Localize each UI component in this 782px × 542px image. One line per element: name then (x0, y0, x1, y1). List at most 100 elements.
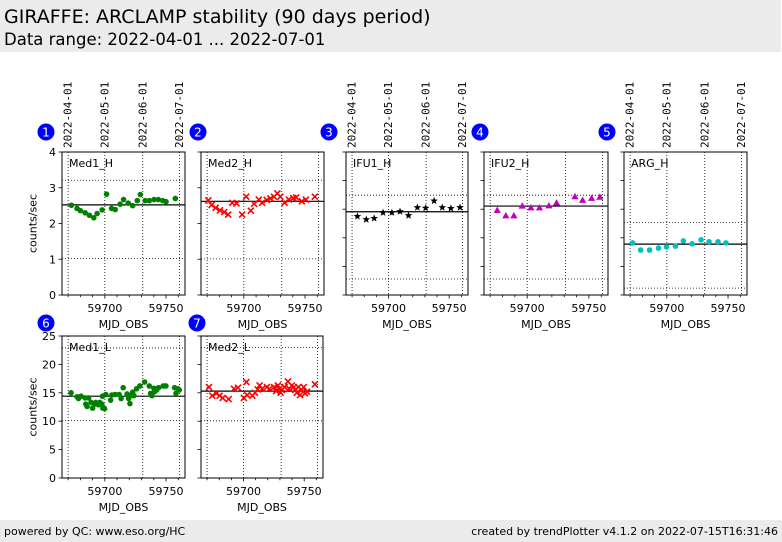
axes-frame (200, 335, 324, 479)
data-point (388, 208, 396, 216)
y-axis-label: counts/sec (27, 377, 40, 436)
data-point (155, 196, 162, 203)
x-tick-label: 59700 (510, 302, 545, 315)
panel-number-badge: 4 (471, 123, 489, 141)
data-point (353, 212, 362, 220)
plot-area (624, 152, 747, 295)
plot-area (62, 336, 185, 478)
data-point (107, 397, 114, 403)
data-point (125, 200, 132, 206)
data-point (120, 196, 127, 203)
y-tick-label: 25 (42, 330, 56, 343)
x-tick-label: 59700 (226, 485, 261, 498)
badge-circle-icon (471, 123, 489, 141)
axes-frame (623, 151, 748, 296)
data-point (370, 214, 378, 222)
x-axis-label: MJD_OBS (237, 501, 287, 514)
data-point (303, 388, 311, 396)
y-tick-label: 3 (49, 182, 56, 195)
plot-area (201, 336, 323, 478)
panel-title: Med1_H (69, 157, 113, 170)
data-point (68, 390, 74, 396)
data-point (258, 199, 266, 207)
y-tick-label: 2 (49, 218, 56, 231)
badge-number: 1 (42, 125, 50, 139)
data-point (224, 210, 232, 219)
date-tick-label: 2022-05-01 (98, 82, 111, 148)
date-tick-label: 2022-06-01 (420, 82, 433, 148)
badge-number: 2 (194, 125, 202, 139)
data-point (493, 206, 501, 213)
data-point (129, 202, 136, 209)
date-tick-label: 2022-04-01 (346, 82, 359, 148)
x-axis-label: MJD_OBS (661, 318, 711, 331)
badge-number: 7 (193, 316, 201, 330)
data-point (266, 194, 274, 203)
x-tick-label: 59700 (649, 302, 684, 315)
axes-frame (345, 151, 469, 296)
data-point (86, 212, 93, 219)
data-point (216, 206, 224, 214)
date-tick-label: 2022-05-01 (382, 82, 395, 148)
date-tick-label: 2022-06-01 (136, 82, 149, 148)
data-point (117, 201, 123, 207)
date-tick-label: 2022-04-01 (624, 82, 637, 148)
axes-frame (483, 151, 609, 296)
data-point (578, 196, 587, 203)
data-point (146, 197, 153, 204)
y-tick-label: 0 (49, 472, 56, 485)
data-point (225, 395, 233, 403)
data-point (571, 192, 579, 200)
data-point (77, 207, 84, 214)
data-point (270, 383, 278, 391)
x-tick-label: 59700 (87, 302, 122, 315)
data-point (552, 199, 561, 206)
x-tick-label: 59750 (149, 485, 184, 498)
data-point (208, 201, 216, 209)
data-point (637, 247, 644, 253)
data-point (292, 193, 300, 201)
badge-number: 6 (42, 316, 50, 330)
data-point (596, 193, 604, 200)
data-point (430, 196, 438, 205)
data-point (447, 204, 455, 212)
data-point (68, 202, 75, 209)
data-point (137, 191, 144, 198)
data-point (535, 203, 544, 211)
x-tick-label: 59750 (571, 302, 606, 315)
data-point (219, 394, 227, 402)
data-point (101, 405, 108, 412)
panel-number-badge: 3 (320, 123, 338, 141)
x-axis-label: MJD_OBS (382, 318, 432, 331)
data-point (276, 193, 284, 201)
data-point (84, 403, 90, 410)
data-range-subtitle: Data range: 2022-04-01 ... 2022-07-01 (4, 30, 326, 49)
data-point (655, 245, 662, 251)
data-point (502, 211, 510, 219)
data-point (208, 392, 216, 400)
data-point (141, 379, 148, 385)
data-point (698, 237, 704, 243)
data-point (172, 195, 179, 202)
y-tick-label: 1 (49, 253, 56, 266)
data-point (205, 383, 213, 391)
panel-title: ARG_H (631, 157, 668, 170)
x-axis-label: MJD_OBS (99, 501, 149, 514)
data-point (706, 239, 712, 245)
data-point (94, 210, 100, 217)
x-tick-label: 59750 (432, 302, 467, 315)
data-point (137, 383, 143, 389)
data-point (234, 384, 242, 392)
report-header: GIRAFFE: ARCLAMP stability (90 days peri… (0, 0, 781, 52)
data-point (413, 203, 422, 211)
data-point (362, 215, 371, 223)
data-point (663, 244, 670, 250)
data-point (265, 385, 274, 393)
badge-circle-icon (188, 314, 206, 332)
panel-title: Med2_L (208, 341, 251, 354)
